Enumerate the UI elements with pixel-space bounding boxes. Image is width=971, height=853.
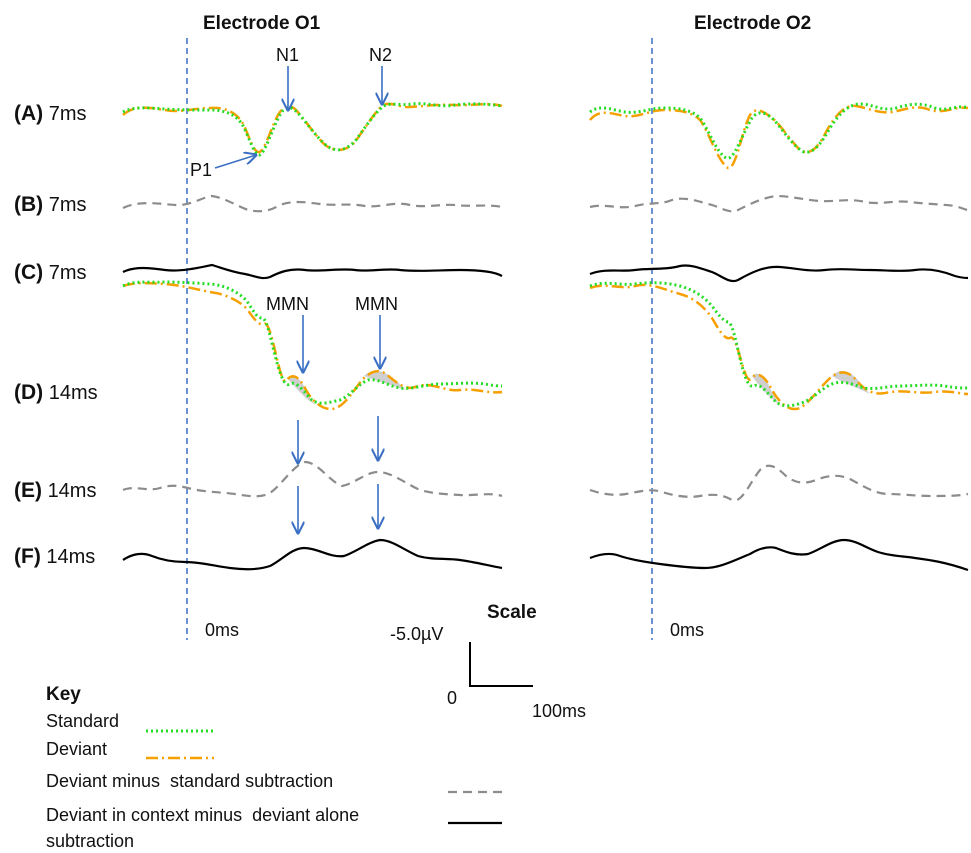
row-f-o1-context-subtraction	[122, 538, 503, 571]
row-label-c: (C) 7ms	[14, 261, 87, 284]
header-electrode-o1: Electrode O1	[203, 13, 321, 34]
row-label-f: (F) 14ms	[14, 545, 96, 568]
row-a-o2-standard	[589, 102, 969, 160]
scale-origin-label: 0	[447, 688, 458, 708]
key-label-context-subtraction: Deviant in context minus deviant alone	[46, 805, 360, 825]
row-e-o1-subtraction	[122, 460, 503, 498]
row-b-o1-subtraction	[122, 194, 503, 213]
label-p1: P1	[190, 160, 213, 180]
row-e-o2-subtraction	[589, 464, 969, 502]
row-d-o2-deviant	[589, 283, 969, 411]
scale-amplitude-label: -5.0µV	[390, 624, 444, 644]
key-title: Key	[46, 684, 81, 705]
scale-time-label: 100ms	[532, 701, 587, 721]
row-d-o2-standard	[589, 281, 969, 408]
label-n1: N1	[276, 45, 300, 65]
row-d-o2-mmn-fill-1	[752, 373, 784, 408]
label-n2: N2	[369, 45, 393, 65]
row-c-o1-context-subtraction	[122, 263, 503, 280]
row-d-o1-mmn-fill-1	[287, 375, 316, 405]
key-label-deviant: Deviant	[46, 739, 108, 759]
key-label-context-subtraction-cont: subtraction	[46, 831, 135, 851]
label-mmn-2: MMN	[355, 294, 398, 314]
row-label-d: (D) 14ms	[14, 381, 98, 404]
row-label-e: (E) 14ms	[14, 479, 97, 502]
row-label-a: (A) 7ms	[14, 102, 87, 125]
row-a-o1-standard	[122, 102, 503, 157]
label-zero-ms-o1: 0ms	[205, 620, 240, 640]
header-electrode-o2: Electrode O2	[694, 13, 812, 34]
row-d-o1-standard	[122, 280, 503, 405]
row-a-o1-deviant	[122, 102, 503, 154]
row-f-o2-context-subtraction	[589, 538, 969, 572]
row-d-o1-deviant	[122, 281, 503, 411]
arrow-p1	[214, 155, 256, 169]
key-label-standard: Standard	[46, 711, 120, 731]
row-a-o2-deviant	[589, 104, 969, 170]
row-b-o2-subtraction	[589, 194, 969, 213]
key-label-subtraction: Deviant minus standard subtraction	[46, 771, 334, 791]
label-mmn-1: MMN	[266, 294, 309, 314]
row-c-o2-context-subtraction	[589, 264, 969, 283]
row-label-b: (B) 7ms	[14, 193, 87, 216]
scale-title: Scale	[487, 602, 537, 623]
label-zero-ms-o2: 0ms	[670, 620, 705, 640]
row-d-o1-mmn-fill-2	[364, 370, 406, 390]
